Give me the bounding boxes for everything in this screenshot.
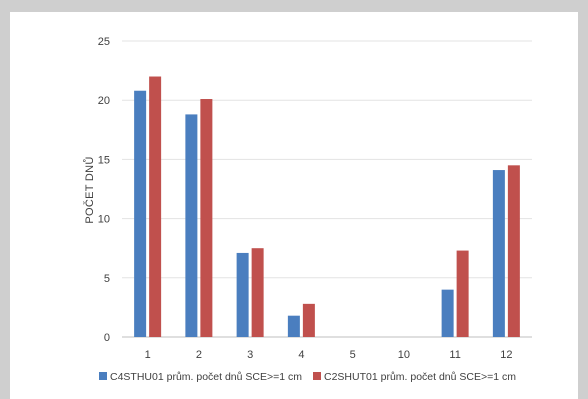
y-tick-label: 0 [104,332,110,344]
bar-series2-cat-11 [456,250,469,337]
legend-label-series2: C2SHUT01 prům. počet dnů SCE>=1 cm [324,371,516,383]
x-tick-label: 1 [145,349,151,361]
x-axis-ticks: 1 2 3 4 5 10 11 12 [145,349,513,361]
x-tick-label: 3 [247,349,253,361]
gridlines [122,40,532,338]
y-tick-label: 10 [98,214,110,226]
x-tick-label: 4 [298,349,304,361]
bar-series1-cat-1 [134,90,147,337]
bar-series2-cat-4 [302,303,315,337]
x-tick-label: 11 [449,349,460,361]
x-tick-label: 5 [350,349,356,361]
y-axis-ticks: 0 5 10 15 20 25 [98,36,110,344]
bar-series1-cat-11 [441,289,454,337]
x-tick-label: 10 [398,349,410,361]
y-tick-label: 20 [98,95,110,107]
legend-label-series1: C4STHU01 prům. počet dnů SCE>=1 cm [110,371,302,383]
bar-series1-cat-2 [185,114,198,338]
y-tick-label: 5 [104,273,110,285]
x-tick-label: 2 [196,349,202,361]
y-axis-title: POČET DNŮ [83,156,96,223]
bar-series2-cat-12 [507,165,520,337]
y-tick-label: 15 [98,154,110,166]
legend-swatch-series2 [313,372,321,380]
bar-series1-cat-4 [287,315,300,337]
x-tick-label: 12 [500,349,512,361]
bar-series1-cat-12 [492,170,505,337]
bar-series2-cat-2 [200,99,213,338]
bar-series2-cat-3 [251,248,264,337]
legend-swatch-series1 [99,372,107,380]
y-tick-label: 25 [98,36,110,48]
bars [134,76,520,338]
bar-series2-cat-1 [149,76,162,338]
bar-series1-cat-3 [236,252,249,337]
legend: C4STHU01 prům. počet dnů SCE>=1 cm C2SHUT… [99,371,516,383]
